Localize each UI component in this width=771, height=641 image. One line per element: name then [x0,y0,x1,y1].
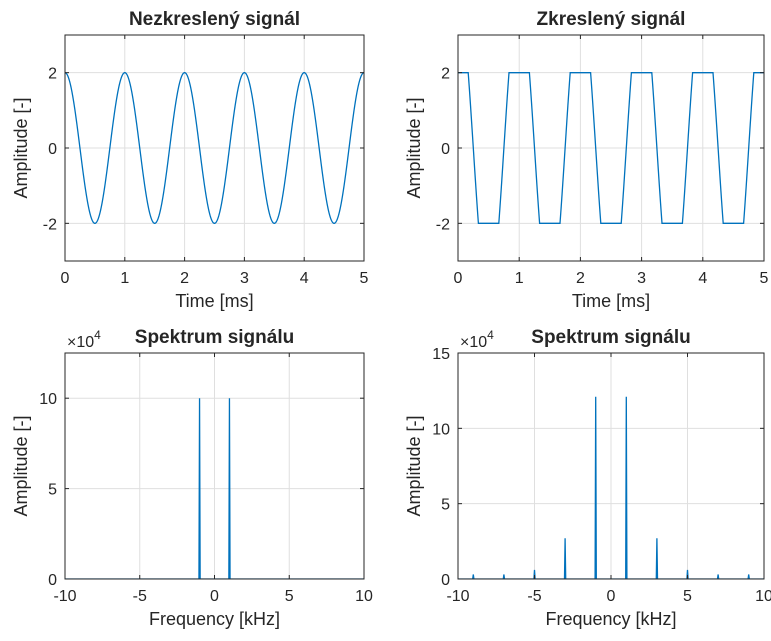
x-tick-label: 2 [576,270,585,287]
y-tick-label: -2 [436,216,450,233]
x-tick-label: 0 [210,588,219,605]
y-tick-label: 5 [48,482,57,499]
x-tick-label: 4 [300,270,309,287]
x-tick-label: 0 [61,270,70,287]
chart-title: Spektrum signálu [531,327,690,348]
chart-title: Spektrum signálu [135,327,294,348]
y-axis-exponent: ×104 [460,328,494,351]
x-tick-label: 4 [698,270,707,287]
y-tick-label: -2 [43,216,57,233]
x-tick-label: 0 [607,588,616,605]
series-line [458,396,764,579]
y-axis-label: Amplitude [-] [404,97,424,198]
x-tick-label: -10 [446,588,469,605]
y-tick-label: 0 [48,572,57,589]
exponent-power: 4 [487,328,494,342]
x-axis-label: Time [ms] [175,291,253,311]
y-tick-label: 15 [432,346,450,363]
x-tick-label: 5 [683,588,692,605]
x-tick-label: 1 [515,270,524,287]
x-tick-label: 3 [637,270,646,287]
y-tick-label: 10 [39,391,57,408]
x-tick-label: -10 [53,588,76,605]
y-tick-label: 5 [441,497,450,514]
x-tick-label: 5 [285,588,294,605]
y-tick-label: 0 [441,141,450,158]
y-axis-label: Amplitude [-] [11,415,31,516]
y-tick-label: 2 [48,66,57,83]
y-axis-exponent: ×104 [67,328,101,351]
x-axis-label: Frequency [kHz] [545,609,676,629]
x-tick-label: 5 [360,270,369,287]
x-axis-label: Time [ms] [572,291,650,311]
x-tick-label: 1 [120,270,129,287]
y-axis-label: Amplitude [-] [404,415,424,516]
y-axis-label: Amplitude [-] [11,97,31,198]
y-tick-label: 0 [441,572,450,589]
x-tick-label: 3 [240,270,249,287]
exponent-power: 4 [94,328,101,342]
series-line [65,398,364,579]
series-line [65,72,364,224]
x-tick-label: -5 [527,588,541,605]
chart-title: Nezkreslený signál [129,9,300,30]
chart-title: Zkreslený signál [537,9,686,30]
x-tick-label: 10 [755,588,771,605]
chart-3: -10 -5 0 5 10 0 5 10 Spektrum signálu Frequency [… [11,327,373,629]
y-tick-label: 10 [432,421,450,438]
exponent-base: ×10 [67,334,94,351]
chart-1: 0 1 2 3 4 5 -2 0 2 Nezkreslený signál Time [ms] Amp… [11,9,369,311]
y-tick-label: 0 [48,141,57,158]
x-axis-label: Frequency [kHz] [149,609,280,629]
y-tick-label: 2 [441,66,450,83]
x-tick-label: 0 [454,270,463,287]
series-line [458,72,764,224]
x-tick-label: 10 [355,588,373,605]
x-tick-label: -5 [133,588,147,605]
x-tick-label: 5 [760,270,769,287]
x-tick-label: 2 [180,270,189,287]
exponent-base: ×10 [460,334,487,351]
chart-4: -10 -5 0 5 10 0 5 10 15 Spektrum signálu Frequency… [404,327,771,629]
chart-2: 0 1 2 3 4 5 -2 0 2 Zkreslený signál Time [ms] Ampli… [404,9,769,311]
